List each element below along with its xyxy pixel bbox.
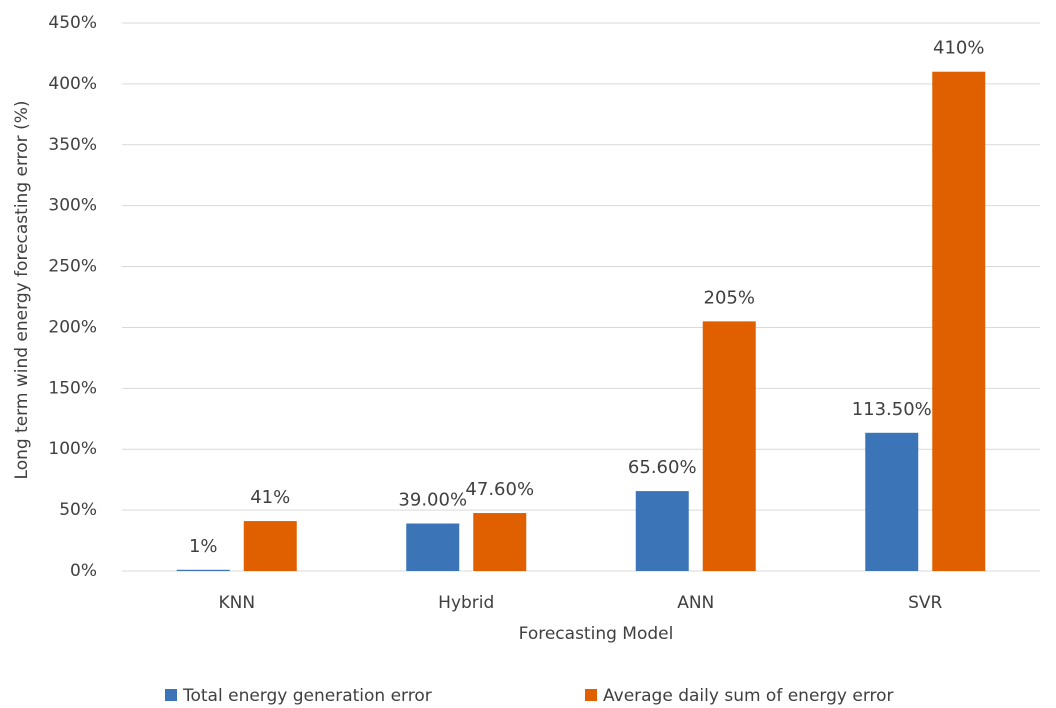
x-tick-label: SVR [908, 593, 942, 613]
y-tick-label: 100% [48, 439, 97, 459]
bar [243, 521, 297, 571]
bar [702, 321, 756, 571]
y-tick-label: 350% [48, 135, 97, 155]
value-label: 410% [933, 38, 984, 59]
y-tick-label: 150% [48, 378, 97, 398]
legend-swatch [585, 689, 597, 701]
bar [932, 71, 986, 571]
x-tick-label: KNN [218, 593, 255, 613]
value-label: 65.60% [628, 457, 697, 478]
legend-swatch [165, 689, 177, 701]
value-label: 1% [189, 536, 218, 557]
legend-label: Total energy generation error [182, 686, 432, 706]
bar [176, 569, 230, 571]
x-tick-label: Hybrid [438, 593, 494, 613]
y-tick-label: 300% [48, 196, 97, 216]
y-tick-label: 50% [59, 500, 97, 520]
y-tick-label: 450% [48, 13, 97, 33]
y-tick-label: 0% [70, 561, 97, 581]
x-tick-label: ANN [677, 593, 714, 613]
legend-label: Average daily sum of energy error [603, 686, 894, 706]
bar [635, 491, 689, 571]
y-axis-label: Long term wind energy forecasting error … [12, 101, 32, 480]
value-label: 47.60% [465, 479, 534, 500]
y-tick-label: 400% [48, 74, 97, 94]
bar [865, 432, 919, 571]
y-tick-label: 200% [48, 317, 97, 337]
value-label: 41% [250, 487, 290, 508]
value-label: 39.00% [398, 490, 467, 511]
x-axis-label: Forecasting Model [519, 624, 674, 644]
value-label: 113.50% [852, 399, 932, 420]
bar [406, 523, 460, 571]
y-tick-label: 250% [48, 257, 97, 277]
bar [473, 513, 527, 571]
value-label: 205% [704, 287, 755, 308]
